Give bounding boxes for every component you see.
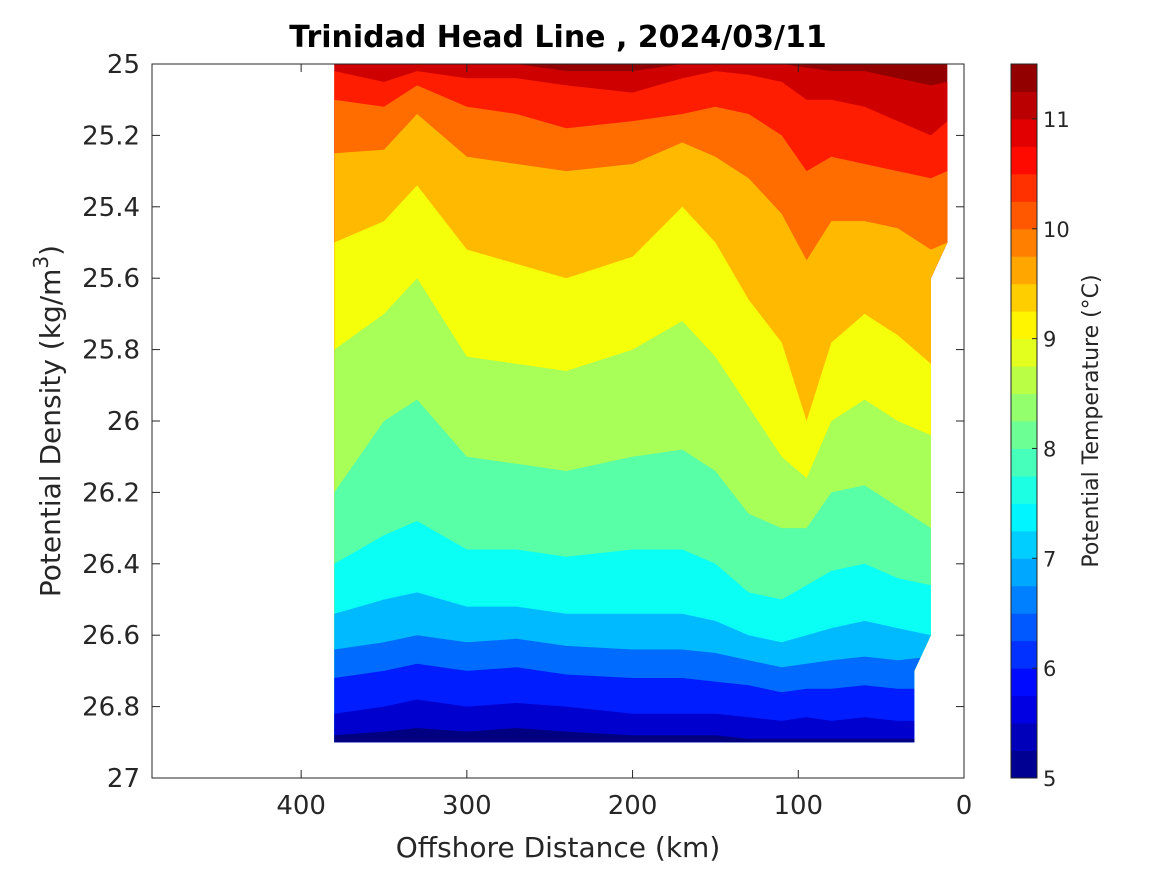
colorbar-label: Potential Temperature (°C) [1079, 274, 1104, 567]
colorbar-swatch [1011, 503, 1037, 532]
colorbar-tick-label: 10 [1043, 218, 1070, 242]
colorbar-swatch [1011, 668, 1037, 697]
y-tick-label: 25.2 [82, 121, 140, 151]
colorbar-swatch [1011, 585, 1037, 614]
colorbar-swatch [1011, 640, 1037, 669]
y-tick-label: 27 [107, 764, 140, 794]
y-tick-label: 25.8 [82, 336, 140, 366]
colorbar-swatch [1011, 393, 1037, 422]
y-axis-label: Potential Density (kg/m3) [29, 245, 67, 597]
colorbar-swatch [1011, 201, 1037, 230]
colorbar-swatch [1011, 530, 1037, 559]
colorbar: 5 6 7 8 9 10 11 [1010, 63, 1070, 791]
colorbar-swatch [1011, 146, 1037, 175]
y-tick-label: 25.4 [82, 193, 140, 223]
colorbar-swatch [1011, 256, 1037, 285]
colorbar-swatch [1011, 173, 1037, 202]
y-tick-label: 25 [107, 50, 140, 80]
colorbar-swatch [1011, 228, 1037, 257]
temperature-band [334, 699, 948, 743]
y-tick-label: 26.4 [82, 550, 140, 580]
colorbar-swatch [1011, 750, 1037, 779]
x-tick-label: 400 [276, 791, 326, 821]
x-tick-label: 100 [773, 791, 823, 821]
y-tick-label: 26.8 [82, 693, 140, 723]
colorbar-swatch [1011, 283, 1037, 312]
colorbar-swatch [1011, 338, 1037, 367]
y-tick-label: 26 [107, 407, 140, 437]
temperature-bands [334, 64, 948, 743]
colorbar-swatch [1011, 475, 1037, 504]
chart-title: Trinidad Head Line , 2024/03/11 [289, 20, 826, 55]
colorbar-tick-label: 11 [1043, 108, 1070, 132]
colorbar-swatch [1011, 366, 1037, 395]
y-tick-label: 25.6 [82, 264, 140, 294]
colorbar-tick-label: 7 [1043, 547, 1056, 571]
colorbar-tick-label: 9 [1043, 328, 1056, 352]
x-axis-label: Offshore Distance (km) [396, 831, 721, 864]
y-tick-label: 26.6 [82, 621, 140, 651]
colorbar-tick-label: 8 [1043, 437, 1056, 461]
colorbar-swatch [1011, 723, 1037, 752]
colorbar-swatch [1011, 118, 1037, 147]
plot-axes: 400 300 200 100 0 25 25.2 25.4 25.6 25.8 26 26.2 26.… [82, 50, 972, 821]
colorbar-swatch [1011, 91, 1037, 120]
colorbar-swatch [1011, 613, 1037, 642]
colorbar-swatch [1011, 421, 1037, 449]
colorbar-swatch [1011, 64, 1037, 92]
colorbar-swatch [1011, 311, 1037, 340]
colorbar-swatch [1011, 448, 1037, 477]
x-tick-label: 0 [956, 791, 973, 821]
x-tick-label: 300 [442, 791, 492, 821]
colorbar-tick-label: 6 [1043, 657, 1056, 681]
y-tick-label: 26.2 [82, 478, 140, 508]
x-tick-label: 200 [608, 791, 658, 821]
colorbar-swatch [1011, 695, 1037, 724]
colorbar-tick-label: 5 [1043, 767, 1056, 791]
colorbar-swatch [1011, 558, 1037, 587]
